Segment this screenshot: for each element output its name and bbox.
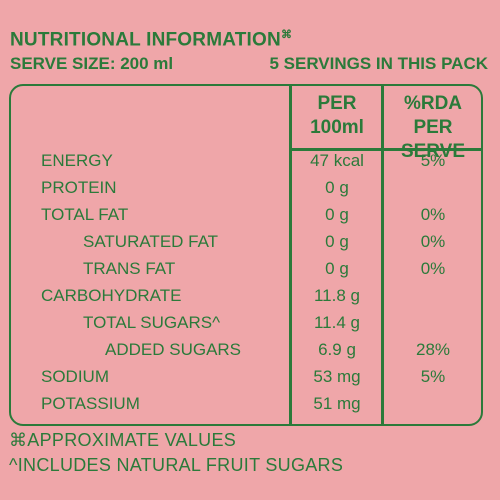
footnote-approximate: ⌘APPROXIMATE VALUES [9, 430, 237, 450]
rda-value: 28% [415, 340, 451, 359]
per-100ml-value: 6.9 g [318, 340, 356, 359]
nutrient-label: POTASSIUM [41, 394, 140, 413]
per-100ml-value: 0 g [325, 232, 349, 251]
nutrition-title: NUTRITIONAL INFORMATION⌘ [10, 28, 292, 51]
nutrient-label: ENERGY [41, 151, 113, 170]
nutrition-table: PER 100ml %RDA PER SERVE ENERGY 47 kcal … [9, 84, 483, 426]
per-100ml-value: 0 g [325, 205, 349, 224]
rda-value: 0% [420, 205, 446, 224]
nutrient-label: PROTEIN [41, 178, 117, 197]
table-row: SATURATED FAT 0 g 0% [11, 232, 481, 259]
rda-value: 5% [420, 151, 446, 170]
table-row: SODIUM 53 mg 5% [11, 367, 481, 394]
header-per-line1: PER [317, 93, 357, 114]
column-divider-2 [381, 86, 384, 424]
per-100ml-value: 53 mg [313, 367, 361, 386]
per-100ml-value: 47 kcal [310, 151, 364, 170]
nutrient-label: CARBOHYDRATE [41, 286, 182, 305]
servings-count: 5 SERVINGS IN THIS PACK [269, 54, 488, 73]
header-divider [291, 148, 481, 151]
rda-value: 5% [420, 367, 446, 386]
table-row: TOTAL SUGARS^ 11.4 g [11, 313, 481, 340]
footnote-fruit-sugars: ^INCLUDES NATURAL FRUIT SUGARS [9, 455, 344, 475]
header-rda-line2: PER SERVE [400, 117, 466, 162]
rda-value: 0% [420, 232, 446, 251]
header-per-line2: 100ml [310, 117, 364, 138]
serve-size: SERVE SIZE: 200 ml [10, 54, 174, 73]
column-divider-1 [289, 86, 292, 424]
nutrient-label: TOTAL SUGARS^ [83, 313, 221, 332]
column-header-rda: %RDA PER SERVE [385, 92, 481, 164]
nutrient-label: ADDED SUGARS [105, 340, 242, 359]
header-rda-line1: %RDA [403, 93, 463, 114]
table-row: TRANS FAT 0 g 0% [11, 259, 481, 286]
per-100ml-value: 51 mg [313, 394, 361, 413]
table-row: TOTAL FAT 0 g 0% [11, 205, 481, 232]
nutrient-label: TRANS FAT [83, 259, 176, 278]
table-row: POTASSIUM 51 mg [11, 394, 481, 421]
per-100ml-value: 11.8 g [313, 286, 360, 305]
per-100ml-value: 11.4 g [313, 313, 360, 332]
per-100ml-value: 0 g [325, 259, 349, 278]
column-header-per-100ml: PER 100ml [293, 92, 381, 140]
table-row: PROTEIN 0 g [11, 178, 481, 205]
table-row: ENERGY 47 kcal 5% [11, 151, 481, 178]
nutrient-label: SATURATED FAT [83, 232, 219, 251]
per-100ml-value: 0 g [325, 178, 349, 197]
nutrient-label: SODIUM [41, 367, 109, 386]
title-text: NUTRITIONAL INFORMATION [10, 29, 281, 51]
rda-value: 0% [420, 259, 446, 278]
table-row: ADDED SUGARS 6.9 g 28% [11, 340, 481, 367]
nutrient-label: TOTAL FAT [41, 205, 129, 224]
table-row: CARBOHYDRATE 11.8 g [11, 286, 481, 313]
title-mark: ⌘ [280, 29, 293, 41]
